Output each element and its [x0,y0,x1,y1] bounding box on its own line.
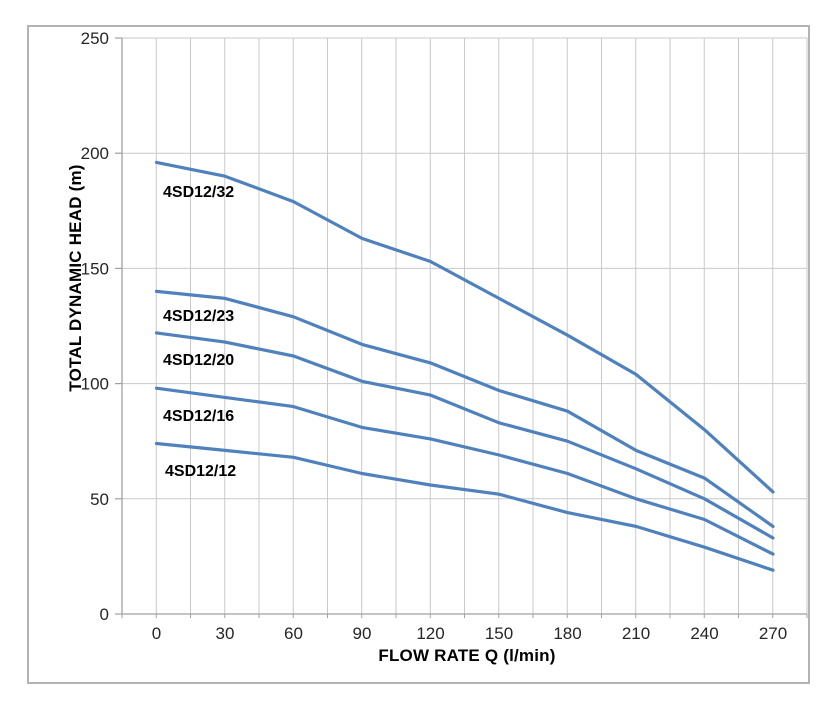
y-tick-label: 200 [81,144,109,163]
series-label-4SD12-23: 4SD12/23 [163,308,234,325]
x-tick-label: 270 [759,624,787,643]
y-tick-label: 250 [81,29,109,48]
y-tick-label: 50 [90,490,109,509]
curve-4SD12-12 [154,441,775,572]
x-tick-label: 150 [485,624,513,643]
x-tick-label: 60 [284,624,303,643]
curve-4SD12-23 [154,289,775,529]
y-tick-label: 150 [81,259,109,278]
x-axis-title: FLOW RATE Q (l/min) [378,646,556,665]
x-tick-label: 90 [353,624,372,643]
curve-4SD12-16 [154,386,775,556]
x-tick-label: 120 [416,624,444,643]
x-tick-label: 210 [622,624,650,643]
series-label-4SD12-16: 4SD12/16 [163,408,234,425]
y-tick-label: 0 [100,605,109,624]
x-tick-label: 180 [553,624,581,643]
y-tick-label: 100 [81,375,109,394]
series-label-4SD12-20: 4SD12/20 [163,352,234,369]
curve-4SD12-20 [154,331,775,540]
x-tick-label: 0 [152,624,161,643]
curve-4SD12-32 [154,160,775,494]
x-tick-label: 30 [216,624,235,643]
x-tick-label: 240 [690,624,718,643]
series-label-4SD12-32: 4SD12/32 [163,184,234,201]
chart-border [27,25,810,684]
series-label-4SD12-12: 4SD12/12 [165,463,236,480]
y-axis-title: TOTAL DYNAMIC HEAD (m) [66,164,85,392]
